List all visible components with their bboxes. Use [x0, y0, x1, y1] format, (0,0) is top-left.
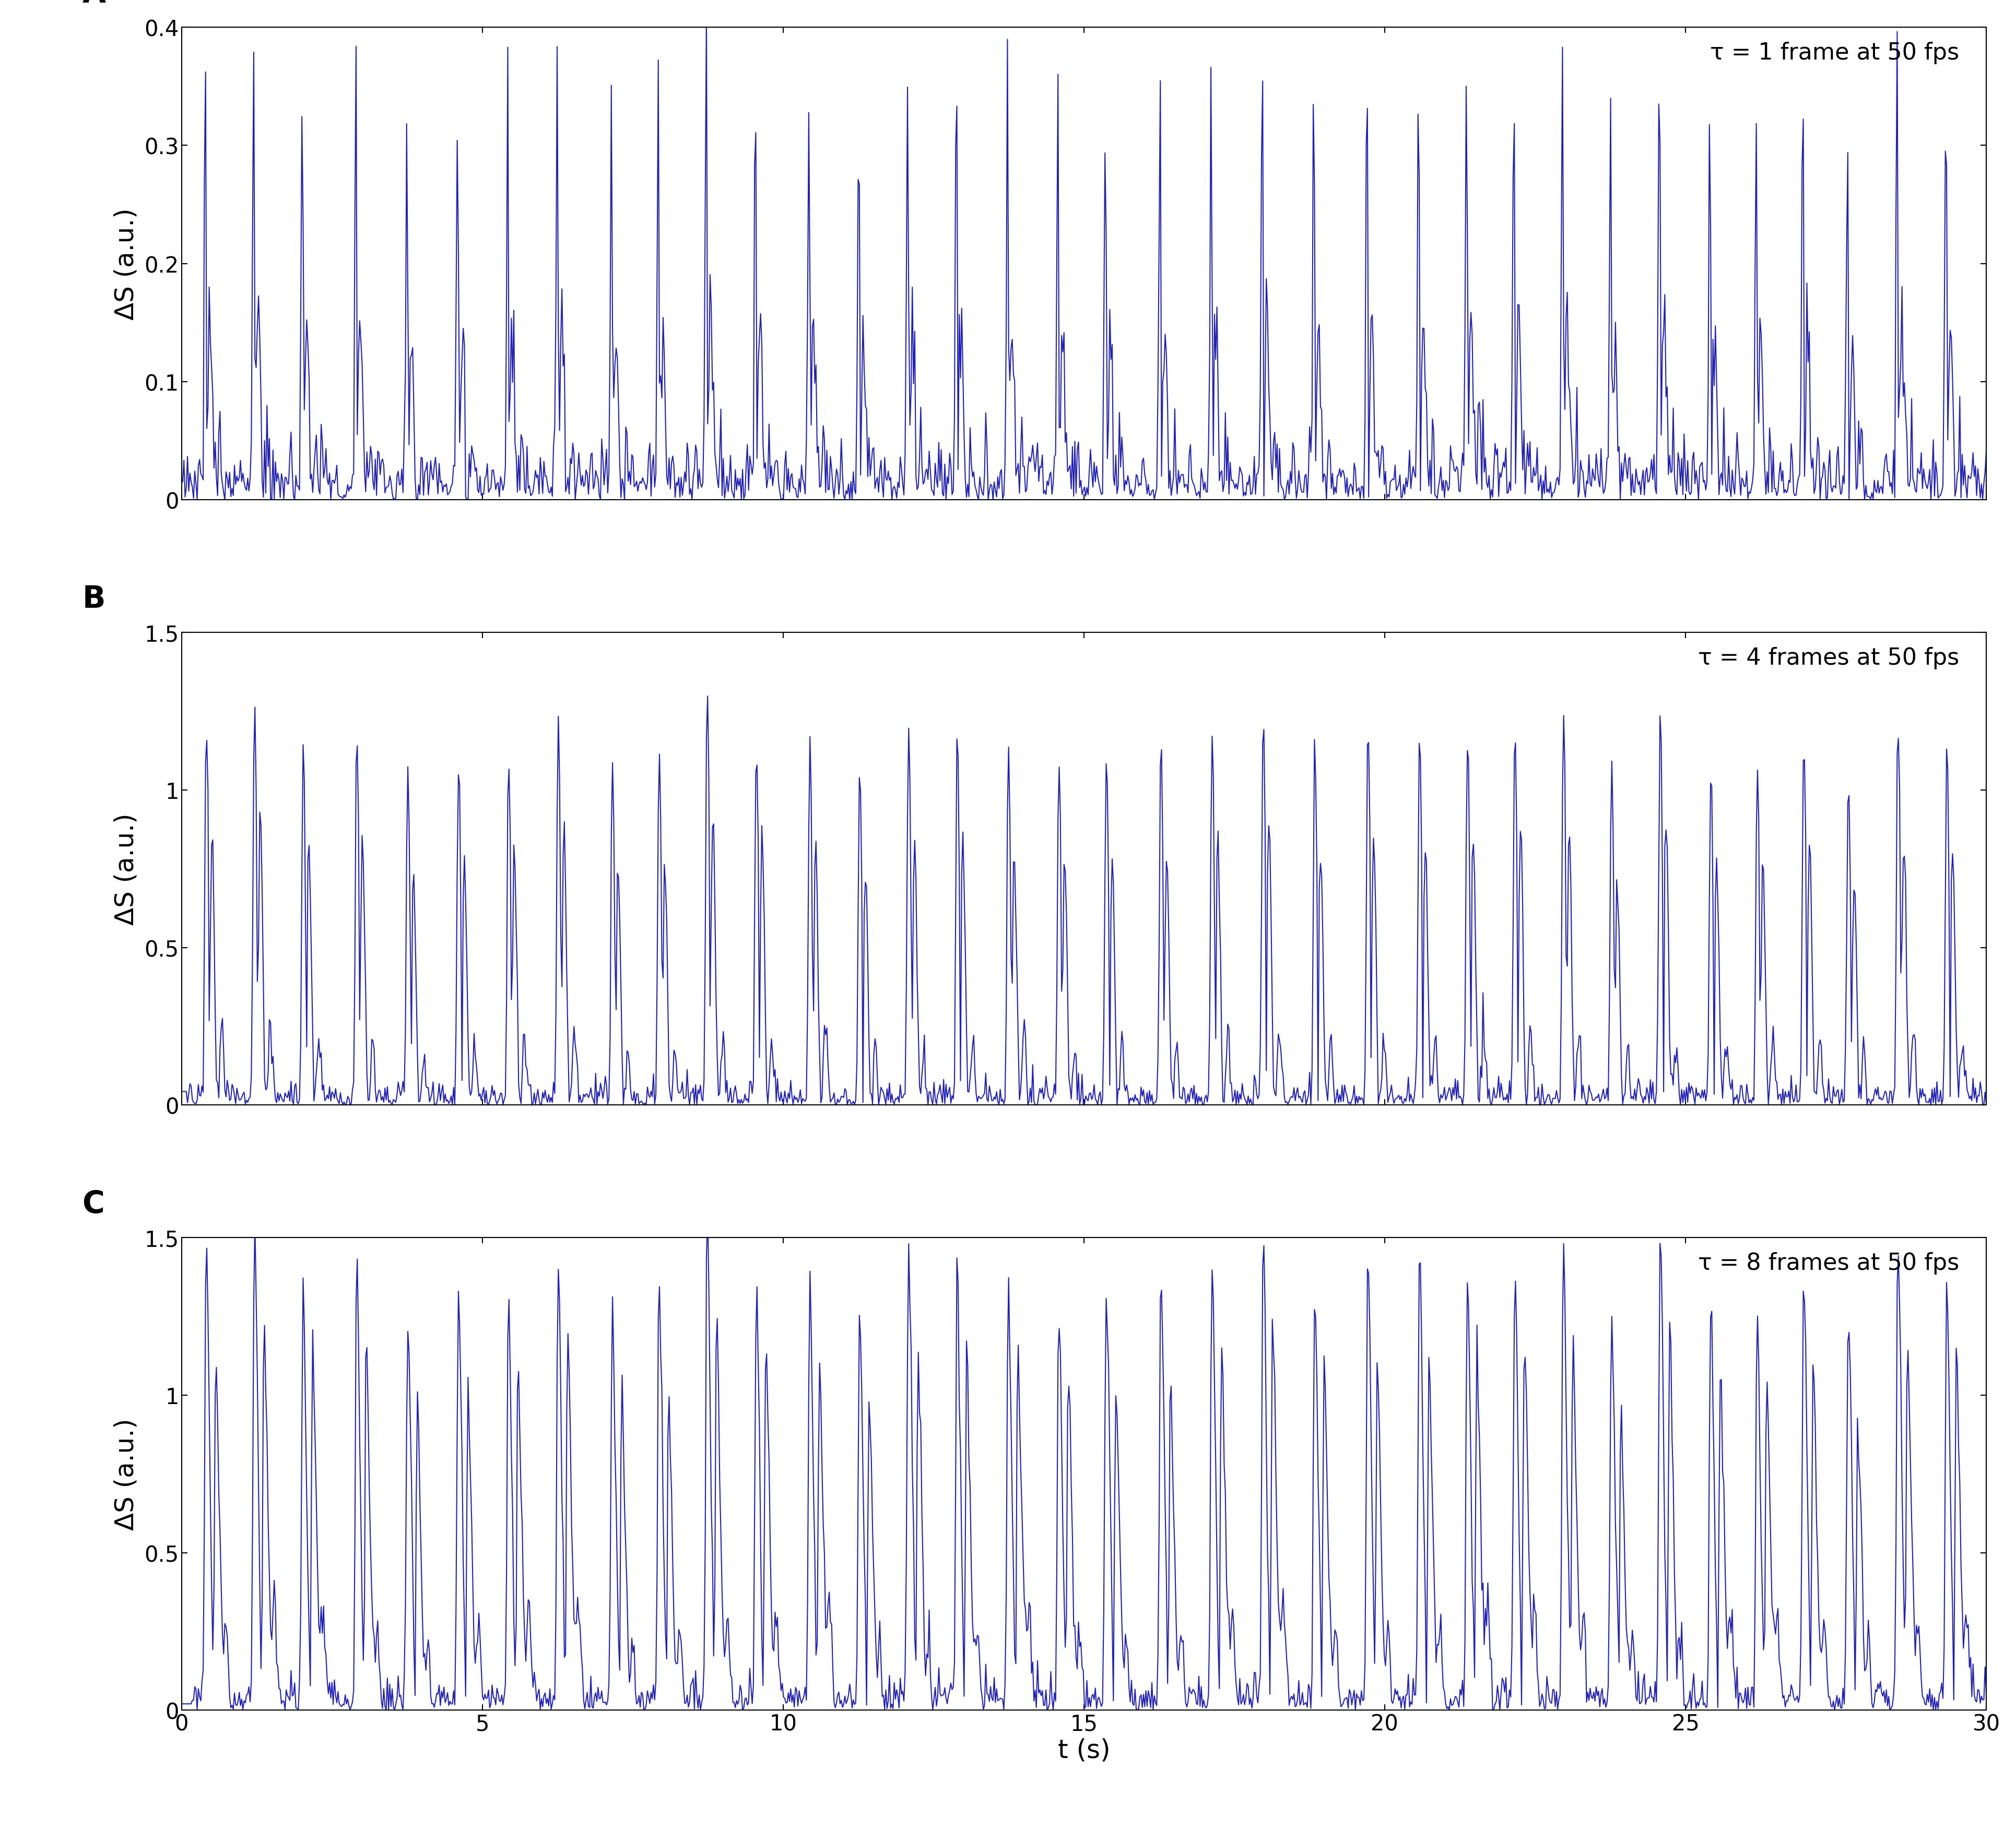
Text: τ = 8 frames at 50 fps: τ = 8 frames at 50 fps: [1697, 1252, 1960, 1274]
X-axis label: t (s): t (s): [1056, 1738, 1111, 1764]
Text: C: C: [83, 1190, 105, 1219]
Text: τ = 1 frame at 50 fps: τ = 1 frame at 50 fps: [1710, 42, 1960, 64]
Y-axis label: ΔS (a.u.): ΔS (a.u.): [113, 813, 139, 925]
Text: B: B: [83, 585, 105, 614]
Y-axis label: ΔS (a.u.): ΔS (a.u.): [113, 1418, 139, 1530]
Text: A: A: [83, 0, 105, 9]
Text: τ = 4 frames at 50 fps: τ = 4 frames at 50 fps: [1697, 647, 1960, 669]
Y-axis label: ΔS (a.u.): ΔS (a.u.): [113, 208, 139, 320]
